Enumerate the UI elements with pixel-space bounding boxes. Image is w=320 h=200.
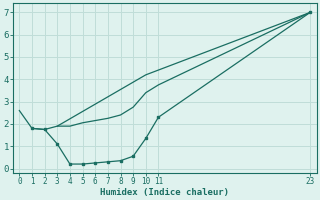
X-axis label: Humidex (Indice chaleur): Humidex (Indice chaleur) [100, 188, 229, 197]
